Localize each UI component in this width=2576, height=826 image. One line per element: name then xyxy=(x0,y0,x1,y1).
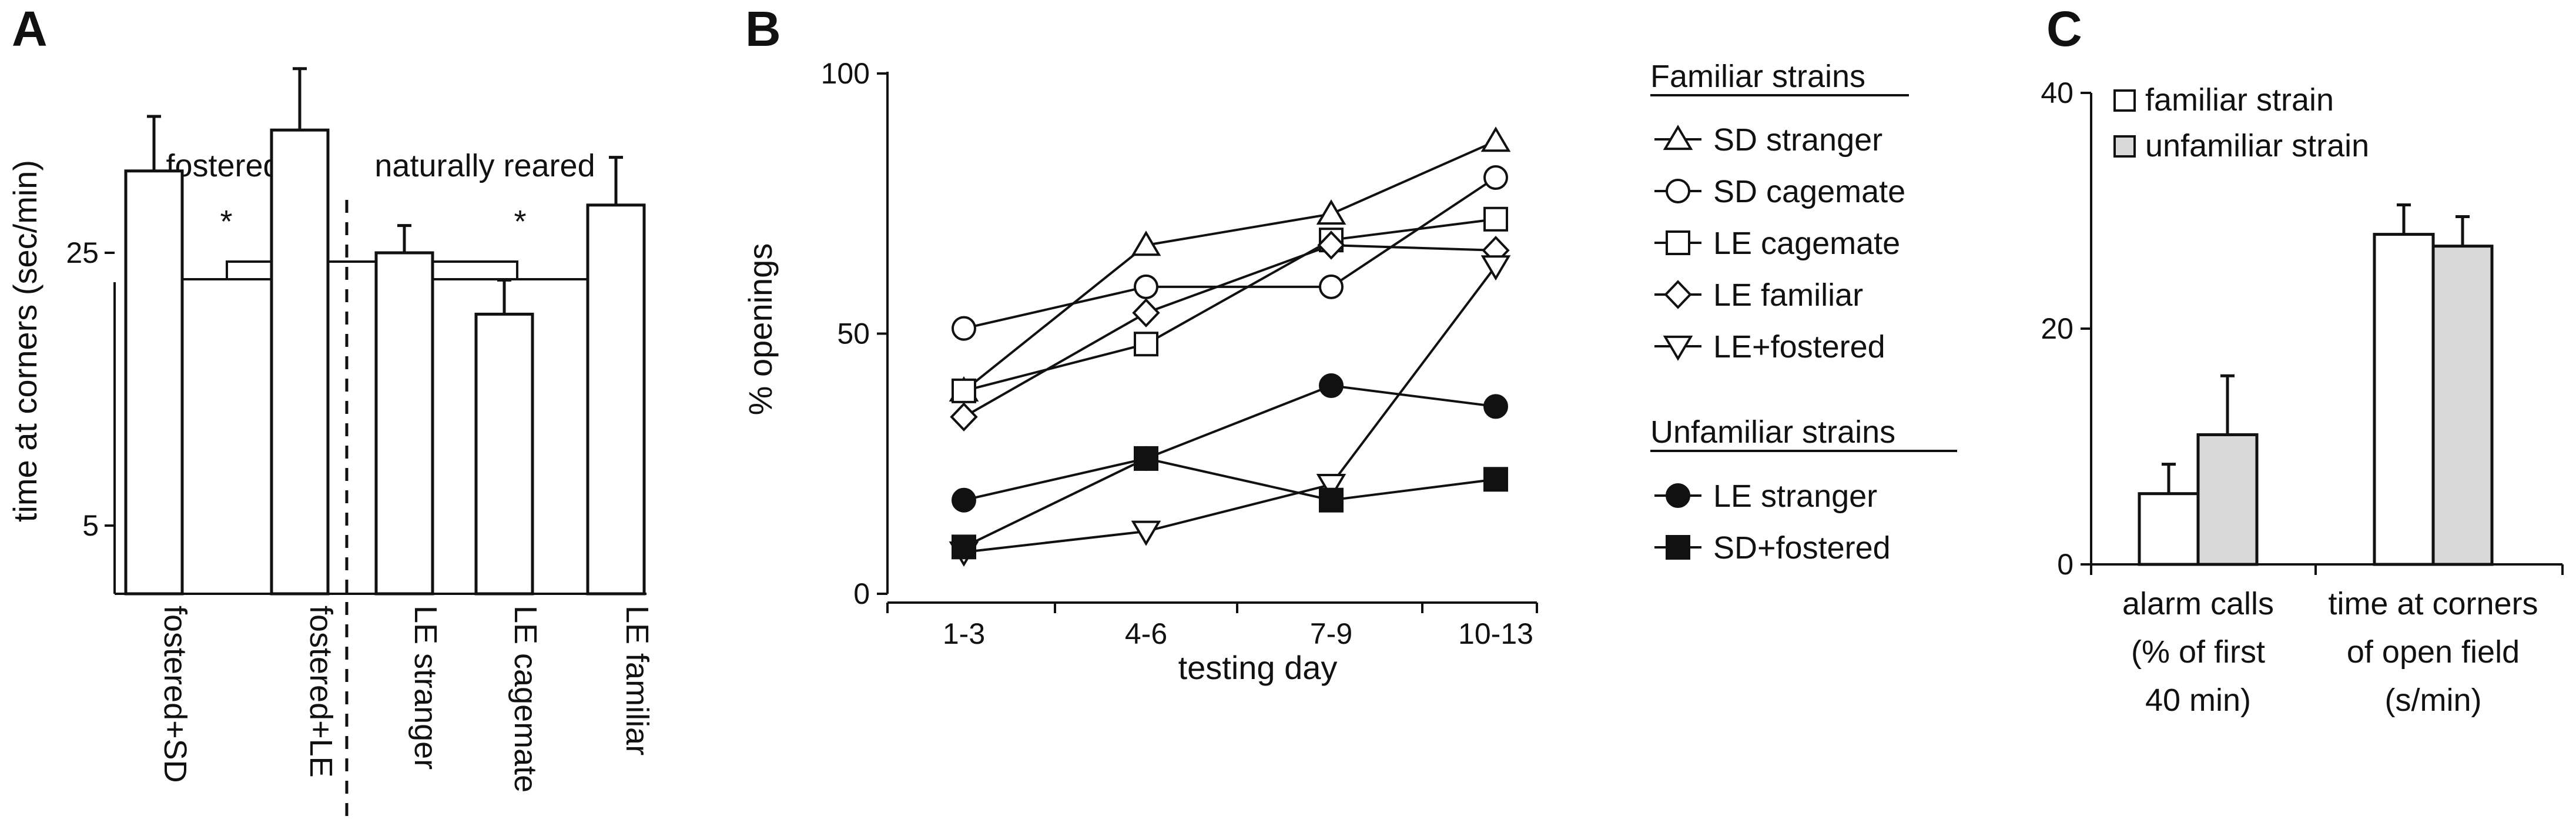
panel-c-x-tick-label: of open field xyxy=(2347,634,2520,670)
panel-b-series-line xyxy=(963,140,1496,392)
panel-c-legend-swatch xyxy=(2113,89,2136,112)
panel-b-data-point xyxy=(1131,230,1161,256)
panel-b-data-point xyxy=(1319,487,1344,513)
panel-b-x-tick-label: 1-3 xyxy=(943,617,985,650)
panel-c-y-tick-label: 20 xyxy=(2041,312,2073,345)
panel-a-group-label-naturally-reared: naturally reared xyxy=(374,148,595,183)
panel-b-legend-label: LE+fostered xyxy=(1713,329,1885,364)
panel-a-y-axis-label: time at corners (sec/min) xyxy=(6,160,43,522)
panel-b-legend-label: SD+fostered xyxy=(1713,530,1891,566)
panel-b-data-point xyxy=(952,487,976,513)
panel-c-x-tick-label: (% of first xyxy=(2131,634,2265,670)
panel-b-data-point xyxy=(1483,394,1508,419)
panel-c-legend-label: unfamiliar strain xyxy=(2145,128,2369,163)
panel-b-series-line xyxy=(963,457,1496,549)
panel-b-data-point xyxy=(952,534,976,560)
panel-c-bar xyxy=(2196,433,2259,566)
panel-b-legend-marker xyxy=(1663,125,1693,151)
panel-c-y-tick-label: 0 xyxy=(2057,548,2073,581)
panel-a-significance-star-2: * xyxy=(514,204,526,239)
panel-a-bar xyxy=(270,128,330,596)
panel-b-data-point xyxy=(952,378,976,403)
panel-b-legend-marker xyxy=(1666,535,1690,560)
panel-b-x-tick-label: 10-13 xyxy=(1458,617,1533,650)
panel-c-bar xyxy=(2431,245,2494,566)
panel-letter-b: B xyxy=(745,1,781,56)
panel-c-bar xyxy=(2373,233,2435,566)
panel-b-legend-label: LE cagemate xyxy=(1713,226,1900,261)
panel-b-data-point xyxy=(1132,298,1160,327)
panel-b-data-point xyxy=(1483,165,1508,190)
panel-b-data-point xyxy=(950,402,978,432)
panel-a-group-label-fostered: fostered xyxy=(166,148,280,183)
panel-a-x-tick-label: LE familiar xyxy=(619,606,655,755)
panel-b-y-tick-label: 0 xyxy=(853,577,870,610)
panel-b-legend-label: SD stranger xyxy=(1713,122,1882,158)
panel-a-bracket-reared xyxy=(403,278,617,297)
panel-a-bar xyxy=(586,203,646,596)
panel-b-data-point xyxy=(1319,373,1344,398)
panel-letter-a: A xyxy=(12,1,48,56)
panel-b-data-point xyxy=(1319,274,1344,299)
panel-a-bar xyxy=(474,312,534,596)
panel-b-data-point xyxy=(1317,230,1345,260)
panel-a-x-tick-label: LE stranger xyxy=(408,606,443,770)
panel-b-data-point xyxy=(1316,199,1346,225)
panel-b-series-line xyxy=(963,384,1496,501)
panel-c-x-tick-label: (s/min) xyxy=(2385,683,2482,718)
panel-b-data-point xyxy=(1480,255,1511,281)
panel-c-chart: 0 20 40 familiar strain unfamiliar strain ala… xyxy=(2041,76,2564,718)
panel-b-legend-marker xyxy=(1666,230,1690,255)
panel-c-bar xyxy=(2138,492,2200,566)
panel-b-data-point xyxy=(1316,474,1346,499)
panel-b-legend-marker xyxy=(1666,483,1690,508)
panel-a-chart: time at corners (sec/min) fostered natur… xyxy=(6,67,655,820)
panel-b-x-axis-label: testing day xyxy=(1178,649,1338,686)
panel-a-y-tick-label: 25 xyxy=(66,236,99,269)
panel-b-y-tick-label: 100 xyxy=(821,57,870,90)
panel-a-bracket-between xyxy=(226,260,518,279)
panel-c-x-tick-label: alarm calls xyxy=(2122,586,2274,621)
panel-b-series-line xyxy=(963,218,1496,392)
panel-c-y-tick-label: 40 xyxy=(2041,76,2073,109)
panel-b-data-point xyxy=(1483,467,1508,492)
panel-b-data-point xyxy=(1134,446,1158,471)
panel-a-x-tick-label: fostered+SD xyxy=(158,606,193,783)
panel-b-series-line xyxy=(963,244,1496,418)
panel-b-legend-label: LE familiar xyxy=(1713,277,1863,313)
panel-c-x-tick-label: 40 min) xyxy=(2145,683,2251,718)
panel-b-data-point xyxy=(1131,520,1161,546)
panel-b-chart: % openings testing day Familiar strains … xyxy=(742,57,1957,686)
panel-b-legend-marker xyxy=(1664,280,1692,309)
panel-b-series-line xyxy=(963,176,1497,330)
panel-letter-c: C xyxy=(2046,1,2082,56)
panel-b-y-axis-label: % openings xyxy=(742,243,779,416)
panel-a-y-tick-label: 5 xyxy=(82,509,99,542)
panel-a-x-tick-label: fostered+LE xyxy=(303,606,339,778)
panel-b-y-tick-label: 50 xyxy=(837,317,870,350)
panel-b-legend-marker xyxy=(1663,335,1693,361)
panel-a-bar xyxy=(124,169,184,596)
panel-b-legend-label: LE stranger xyxy=(1713,479,1877,514)
panel-b-legend-heading-unfamiliar: Unfamiliar strains xyxy=(1650,414,1895,450)
panel-a-bar xyxy=(374,251,434,596)
panel-a-x-tick-label: LE cagemate xyxy=(508,606,543,792)
panel-b-x-tick-label: 7-9 xyxy=(1310,617,1352,650)
panel-b-series-line xyxy=(963,265,1497,554)
panel-b-data-point xyxy=(1134,332,1158,357)
panel-b-data-point xyxy=(1480,126,1511,152)
panel-b-data-point xyxy=(952,316,976,341)
panel-b-legend-heading-familiar: Familiar strains xyxy=(1650,59,1865,94)
panel-b-data-point xyxy=(1134,274,1158,299)
panel-c-x-tick-label: time at corners xyxy=(2328,586,2538,621)
panel-b-legend-label: SD cagemate xyxy=(1713,174,1905,209)
panel-a-significance-star-1: * xyxy=(220,204,232,239)
panel-c-legend-swatch xyxy=(2113,135,2136,158)
panel-b-x-tick-label: 4-6 xyxy=(1125,617,1167,650)
panel-c-legend-label: familiar strain xyxy=(2145,82,2334,118)
panel-b-data-point xyxy=(1483,206,1508,232)
panel-b-legend-marker xyxy=(1666,179,1690,203)
